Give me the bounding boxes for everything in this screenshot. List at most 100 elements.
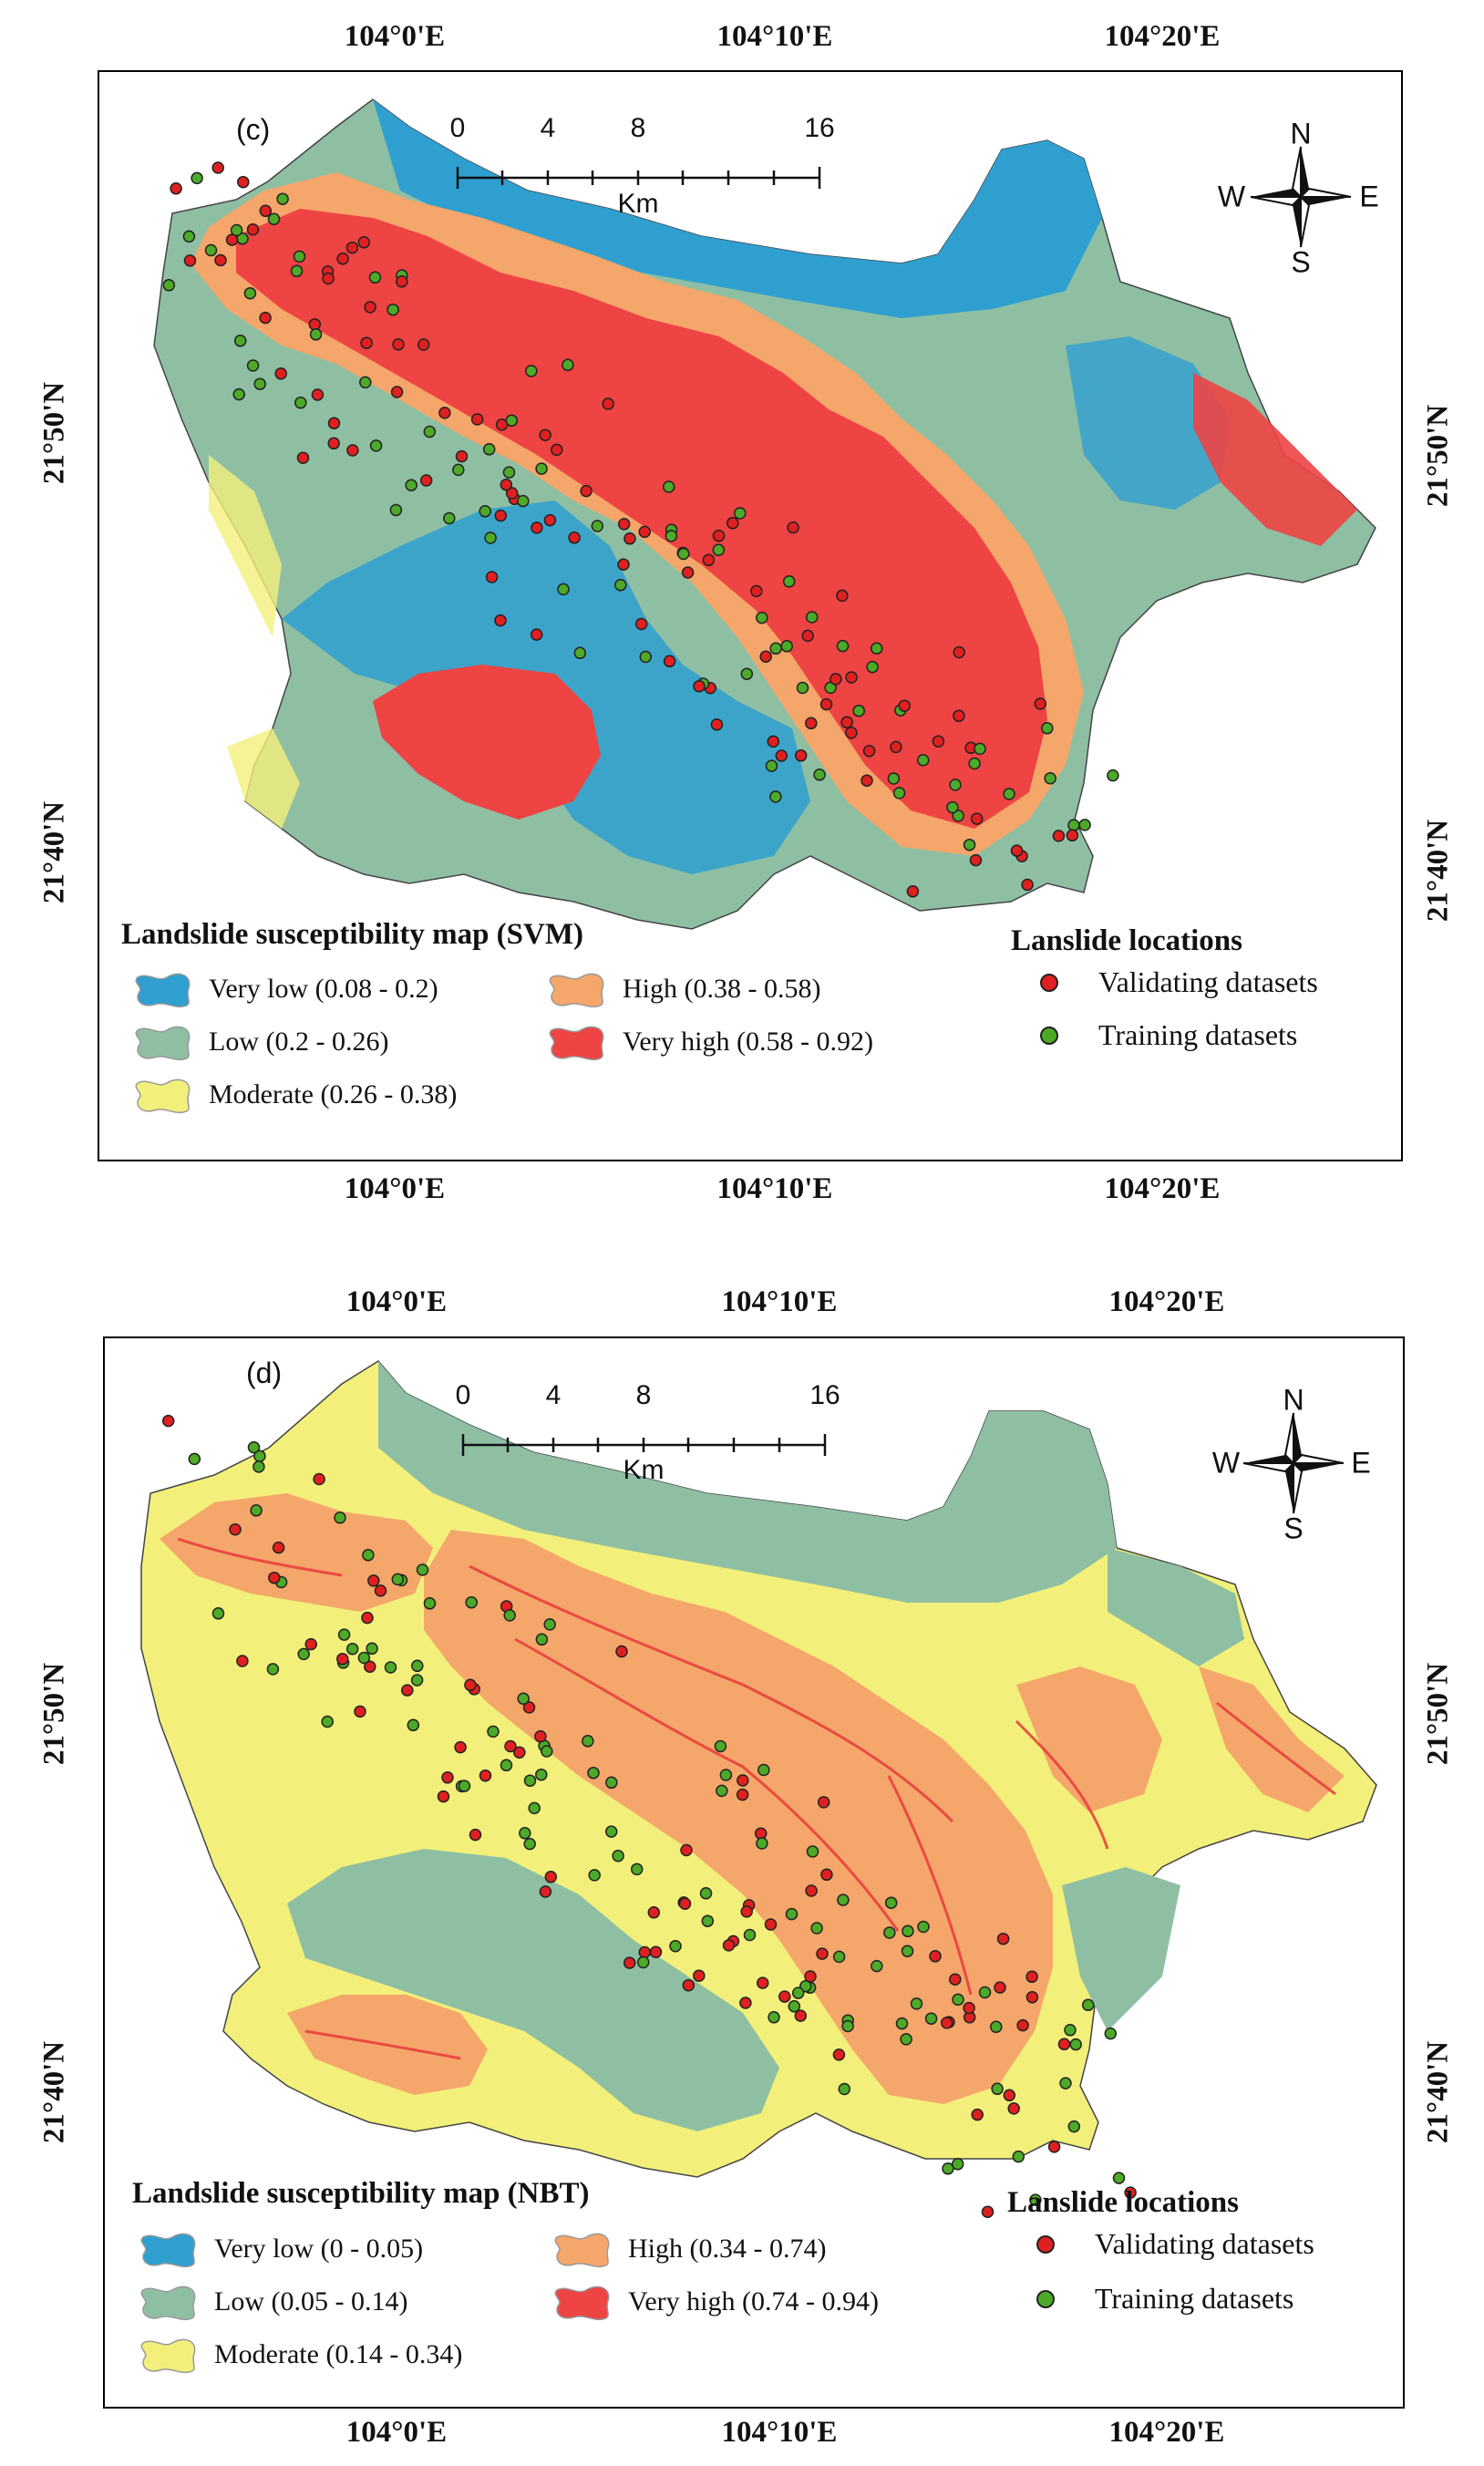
landslide-point	[161, 1414, 175, 1428]
landslide-point	[504, 1739, 517, 1753]
lat-label-21-50-left: 21°50'N	[37, 381, 71, 485]
landslide-point	[423, 1597, 437, 1610]
landslide-point	[308, 318, 322, 331]
compass-s: S	[1291, 245, 1311, 279]
landslide-point	[243, 286, 257, 300]
landslide-point	[840, 716, 853, 728]
landslide-point	[775, 749, 788, 762]
landslide-point	[953, 709, 965, 722]
landslide-point	[522, 1701, 536, 1714]
landslide-point	[817, 1796, 830, 1809]
landslide-point	[389, 503, 403, 517]
compass-n: N	[1290, 117, 1312, 150]
landslide-point	[345, 1642, 359, 1656]
landslide-point	[969, 853, 983, 867]
legend-swatch-icon	[135, 1026, 191, 1061]
landslide-point	[838, 2082, 851, 2096]
landslide-point	[871, 1959, 883, 1973]
landslide-point	[1107, 769, 1119, 782]
landslide-point	[327, 437, 340, 450]
landslide-point	[211, 161, 224, 174]
landslide-point	[517, 1692, 530, 1706]
landslide-point	[321, 1715, 334, 1728]
landslide-point	[361, 1611, 374, 1625]
landslide-point	[544, 1871, 558, 1883]
landslide-point	[407, 1718, 420, 1732]
landslide-point	[836, 639, 850, 653]
landslide-point	[820, 1868, 833, 1882]
landslide-point	[247, 1440, 261, 1454]
landslide-point	[327, 417, 341, 429]
landslide-point	[604, 1825, 618, 1838]
scale-label-4-d: 4	[545, 1380, 562, 1410]
landslide-point	[605, 1776, 618, 1790]
landslide-point	[816, 1947, 829, 1960]
landslide-point	[267, 212, 281, 226]
scale-unit: Km	[617, 189, 659, 219]
landslide-point	[1025, 1991, 1039, 2004]
legend-class-2: Moderate (0.26 - 0.38)	[132, 1076, 457, 1114]
landslide-point	[562, 358, 574, 372]
landslide-point	[996, 1932, 1010, 1945]
landslide-point	[791, 1986, 805, 1999]
landslide-point	[357, 1651, 371, 1665]
study-area-c	[153, 98, 1376, 930]
landslide-point	[866, 660, 879, 674]
scale-unit-d: Km	[623, 1455, 665, 1485]
landslide-point	[1007, 2102, 1020, 2115]
landslide-point	[680, 1843, 693, 1857]
landslide-point	[1003, 788, 1015, 800]
landslide-point	[541, 1745, 553, 1758]
scale-label-16-d: 16	[809, 1380, 840, 1410]
landslide-point	[837, 1893, 850, 1906]
landslide-point	[535, 1633, 549, 1646]
landslide-point	[535, 1768, 548, 1781]
landslide-point	[1064, 2024, 1077, 2037]
landslide-point	[968, 757, 981, 770]
landslide-point	[649, 1945, 663, 1958]
landslide-point	[832, 2048, 846, 2061]
landslide-point	[602, 397, 614, 410]
landslide-point	[1034, 697, 1047, 710]
landslide-point	[482, 443, 496, 456]
landslide-point	[971, 2108, 984, 2121]
landslide-point	[1010, 844, 1024, 857]
landslide-point	[861, 774, 873, 787]
landslide-point	[1025, 1970, 1038, 1984]
landslide-point	[991, 2082, 1004, 2096]
landslide-point	[1029, 2193, 1042, 2206]
landslide-point	[757, 1763, 770, 1777]
landslide-point	[345, 241, 359, 254]
training-dot-icon	[1040, 1026, 1058, 1045]
lat-label-21-50-left-d: 21°50'N	[37, 1662, 71, 1766]
validating-dot-icon	[1040, 973, 1058, 992]
lon-label-104-10-top-d: 104°10'E	[721, 1285, 838, 1318]
landslide-points-c	[162, 161, 1119, 898]
landslide-point	[191, 171, 203, 185]
training-legend-d: Training datasets	[1036, 2282, 1293, 2316]
landslide-point	[360, 336, 373, 349]
landslide-point	[495, 418, 509, 431]
landslide-point	[182, 230, 196, 243]
landslide-point	[362, 1549, 375, 1562]
lon-label-104-10-bottom-d: 104°10'E	[721, 2416, 838, 2449]
landslide-point	[841, 2019, 854, 2033]
landslide-point	[824, 681, 837, 695]
landslide-point	[357, 236, 371, 249]
landslide-point	[334, 1512, 346, 1524]
landslide-point	[230, 223, 243, 237]
landslide-point	[441, 1771, 454, 1784]
landslide-point	[204, 243, 218, 257]
landslide-point	[1104, 2027, 1118, 2040]
landslide-point	[710, 718, 724, 731]
lat-label-21-50-right: 21°50'N	[1421, 404, 1455, 508]
landslide-point	[883, 1926, 896, 1939]
legend-swatch-icon	[135, 1078, 191, 1114]
landslide-point	[311, 388, 325, 401]
legend-class-1: Low (0.2 - 0.26)	[132, 1023, 388, 1061]
landslide-point	[494, 614, 507, 627]
landslide-point	[739, 1997, 752, 2009]
legend-swatch-icon	[135, 973, 191, 1008]
landslide-point	[293, 250, 306, 263]
landslide-point	[615, 1645, 628, 1658]
